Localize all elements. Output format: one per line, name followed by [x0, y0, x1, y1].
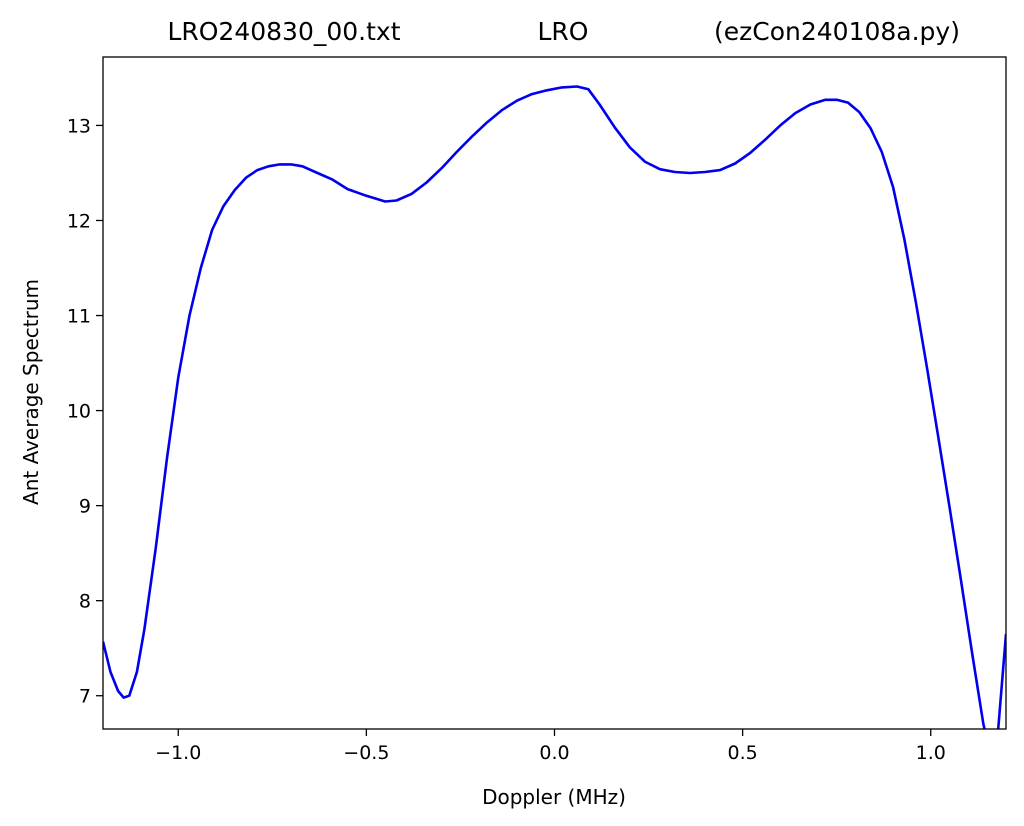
y-tick-label: 9: [79, 496, 91, 518]
y-tick-label: 8: [79, 591, 91, 613]
chart-title-left: LRO240830_00.txt: [167, 17, 400, 46]
y-tick-label: 12: [67, 210, 91, 232]
y-axis-label: Ant Average Spectrum: [19, 279, 43, 505]
x-tick-label: 1.0: [916, 742, 946, 764]
y-tick-label: 13: [67, 115, 91, 137]
chart-title-center: LRO: [538, 17, 589, 46]
y-tick-label: 7: [79, 686, 91, 708]
y-tick-label: 10: [67, 401, 91, 423]
x-tick-label: 0.0: [539, 742, 569, 764]
chart-title-right: (ezCon240108a.py): [714, 17, 960, 46]
y-axis-ticks: 7 8 9 10 11 12 13: [67, 115, 103, 708]
series-line-0: [103, 85, 1006, 729]
x-tick-label: 0.5: [728, 742, 758, 764]
x-tick-label: −1.0: [155, 742, 201, 764]
y-tick-label: 11: [67, 306, 91, 328]
x-axis-label: Doppler (MHz): [482, 785, 626, 809]
x-tick-label: −0.5: [343, 742, 389, 764]
plot-frame: [102, 56, 1007, 730]
x-axis-ticks: −1.0 −0.5 0.0 0.5 1.0: [155, 729, 946, 764]
plot-layer: [103, 85, 1006, 729]
